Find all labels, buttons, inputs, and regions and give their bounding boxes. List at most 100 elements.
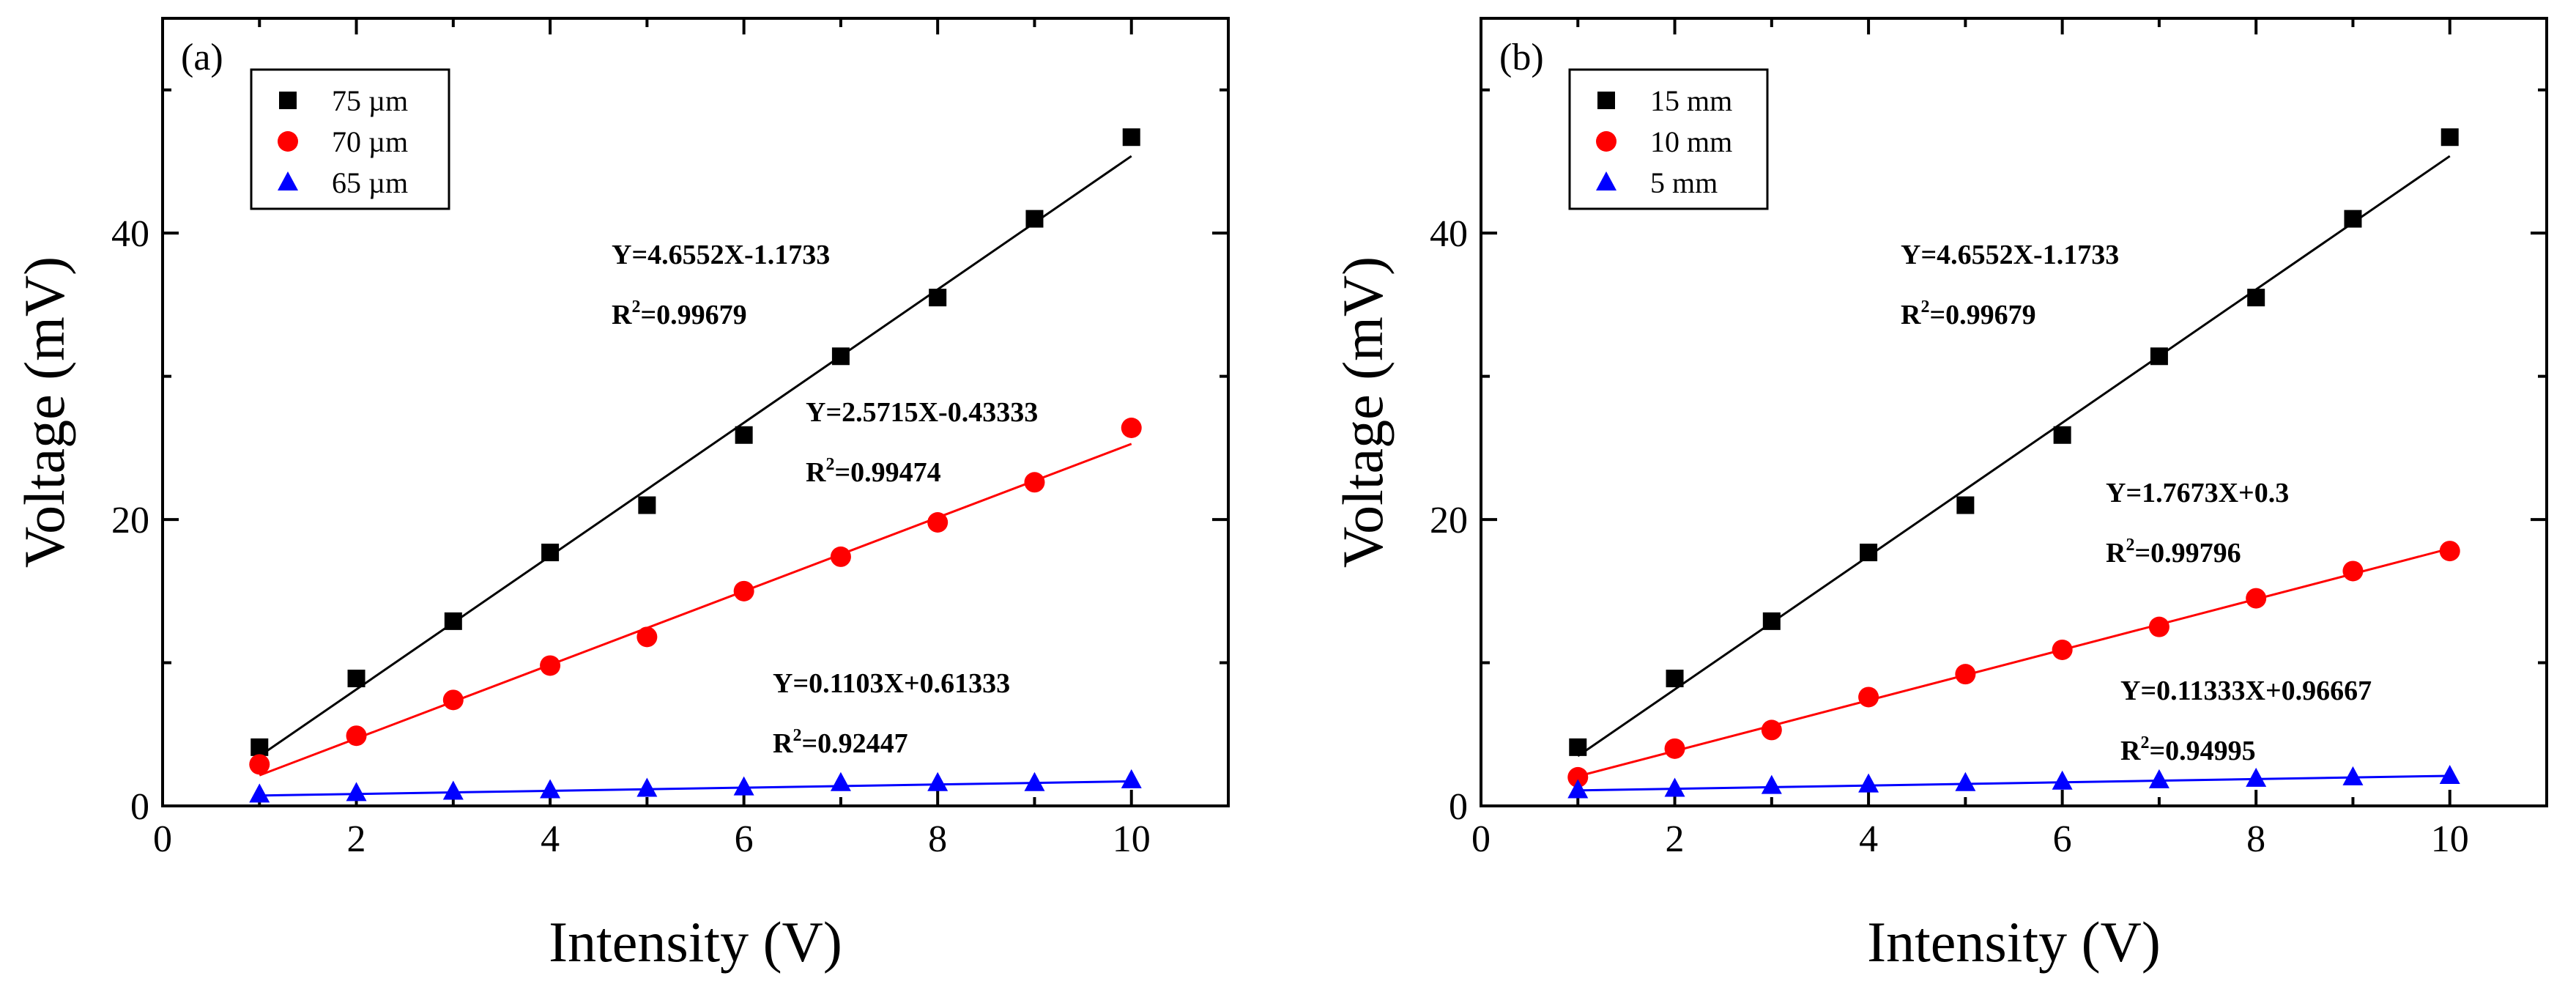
fit-annotation: Y=0.1103X+0.61333 R2=0.92447	[773, 668, 1010, 759]
data-point	[1858, 686, 1879, 708]
data-point	[2247, 289, 2265, 307]
y-axis-title: Voltage (mV)	[12, 256, 76, 568]
fit-equation: Y=4.6552X-1.1733	[1901, 240, 2119, 270]
x-tick-label: 2	[347, 818, 366, 860]
data-point	[2052, 639, 2073, 660]
data-point	[2344, 210, 2362, 228]
legend-marker	[1597, 92, 1615, 109]
r-squared: R2=0.92447	[773, 726, 908, 759]
data-point	[2439, 541, 2460, 562]
x-tick-label: 8	[928, 818, 947, 860]
legend-marker	[279, 92, 297, 109]
data-point	[638, 496, 656, 514]
data-point	[1567, 779, 1589, 799]
data-point	[1664, 777, 1685, 797]
data-point	[346, 725, 367, 747]
data-point	[1121, 418, 1142, 438]
r-squared: R2=0.99474	[806, 455, 941, 488]
legend: 15 mm 10 mm 5 mm	[1568, 68, 1769, 210]
series-2	[1567, 541, 2460, 788]
data-point	[442, 780, 464, 800]
series-2	[249, 418, 1142, 777]
x-axis-title: Intensity (V)	[1867, 910, 2161, 974]
legend-marker	[1596, 131, 1617, 152]
x-tick-label: 6	[735, 818, 754, 860]
data-point	[1762, 612, 1781, 630]
x-tick-label: 4	[541, 818, 560, 860]
x-tick-label: 8	[2246, 818, 2265, 860]
data-point	[1122, 128, 1140, 147]
data-point	[929, 289, 947, 307]
data-point	[442, 689, 464, 711]
y-tick-label: 20	[111, 500, 149, 541]
data-point	[1121, 769, 1142, 788]
legend-label: 70 µm	[332, 125, 408, 158]
fit-annotation: Y=2.5715X-0.43333 R2=0.99474	[806, 397, 1038, 488]
data-point	[444, 612, 462, 630]
data-point	[927, 771, 949, 791]
data-point	[2150, 347, 2168, 366]
data-point	[2440, 128, 2459, 147]
legend-label: 5 mm	[1650, 166, 1718, 199]
data-point	[249, 783, 270, 803]
fit-line	[1578, 774, 2450, 792]
data-point	[346, 782, 367, 802]
r-squared: R2=0.99679	[1901, 297, 2036, 330]
data-point	[1567, 766, 1589, 788]
data-point	[1761, 774, 1782, 794]
plot-frame	[161, 17, 1230, 807]
data-point	[249, 754, 270, 775]
legend: 75 µm 70 µm 65 µm	[250, 68, 450, 210]
legend-label: 10 mm	[1650, 125, 1732, 158]
data-point	[1569, 738, 1587, 756]
legend-label: 65 µm	[332, 166, 408, 199]
data-point	[2342, 766, 2364, 785]
data-point	[540, 779, 561, 799]
legend-marker	[278, 131, 298, 152]
y-tick-label: 40	[111, 213, 149, 255]
series-3	[249, 769, 1142, 803]
fit-annotation: Y=1.7673X+0.3 R2=0.99796	[2106, 478, 2289, 569]
data-point	[1956, 496, 1975, 514]
data-point	[830, 771, 851, 791]
data-point	[2148, 769, 2169, 788]
plot-frame	[1480, 17, 2548, 807]
series-1	[250, 128, 1140, 758]
data-point	[831, 347, 850, 366]
data-point	[636, 626, 658, 648]
data-point	[2342, 560, 2364, 582]
x-tick-label: 6	[2053, 818, 2072, 860]
data-point	[541, 544, 560, 562]
fit-equation: Y=4.6552X-1.1733	[612, 240, 830, 270]
legend-marker	[1596, 171, 1617, 190]
data-point	[735, 426, 753, 444]
fit-line	[1577, 155, 2451, 758]
fit-equation: Y=1.7673X+0.3	[2106, 478, 2289, 508]
y-tick-label: 0	[1449, 786, 1468, 828]
data-point	[733, 580, 754, 602]
x-tick-label: 0	[1471, 818, 1491, 860]
chart-panel-a: 0 2 4 6 8 10 0 20 40 Intensity (V) Voltage (mV) (a)…	[12, 17, 1230, 974]
r-squared: R2=0.99796	[2106, 536, 2241, 569]
series-1	[1569, 128, 2459, 758]
data-point	[2246, 588, 2267, 609]
series-3	[1567, 764, 2460, 799]
x-tick-label: 2	[1666, 818, 1685, 860]
fit-line	[259, 443, 1132, 777]
data-point	[250, 738, 269, 756]
data-point	[2052, 770, 2073, 790]
legend-label: 15 mm	[1650, 84, 1732, 117]
data-point	[1666, 670, 1684, 688]
x-tick-label: 10	[2431, 818, 2469, 860]
data-point	[1024, 771, 1045, 791]
x-tick-label: 0	[153, 818, 172, 860]
legend-marker	[278, 171, 298, 190]
fit-line	[259, 155, 1132, 758]
r-squared: R2=0.99679	[612, 297, 747, 330]
fit-annotation: Y=0.11333X+0.96667 R2=0.94995	[2120, 676, 2372, 766]
panel-label: (a)	[181, 37, 223, 78]
fit-line	[259, 780, 1132, 797]
data-point	[1024, 472, 1045, 493]
fit-equation: Y=0.11333X+0.96667	[2120, 676, 2372, 706]
chart-panel-b: 0 2 4 6 8 10 0 20 40 Intensity (V) Voltage (mV) (b)…	[1331, 17, 2548, 974]
